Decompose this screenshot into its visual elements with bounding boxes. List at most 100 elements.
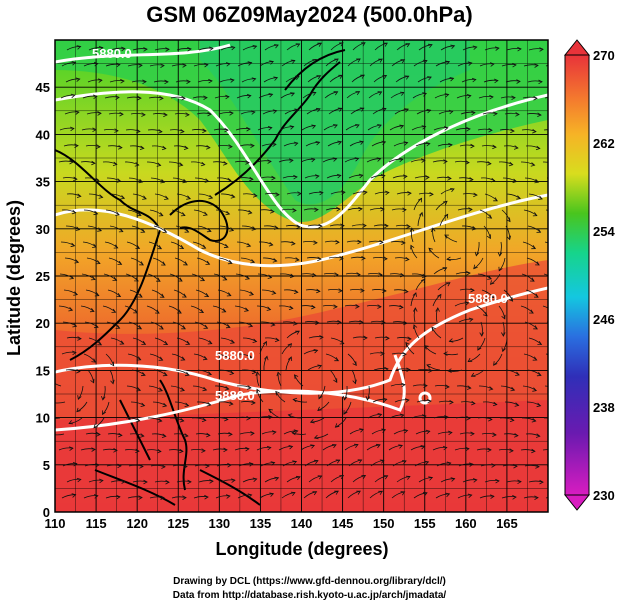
streamline-arrowhead [294, 257, 300, 262]
streamline-arrowhead [204, 178, 210, 183]
streamline-arrowhead [142, 195, 147, 200]
streamline-arrowhead [555, 326, 559, 329]
streamline-arrowhead [450, 44, 456, 49]
streamline-arrowhead [187, 479, 192, 485]
streamline-arrowhead [96, 432, 101, 437]
streamline-arrowhead [559, 341, 563, 344]
streamline-arrowhead [556, 294, 560, 298]
streamline-arrowhead [272, 109, 278, 114]
streamline [542, 161, 548, 163]
streamline-arrowhead [93, 323, 99, 329]
streamline-arrowhead [487, 214, 493, 219]
x-tick-label: 115 [86, 516, 107, 531]
streamline-arrowhead [469, 462, 474, 467]
streamline [545, 353, 548, 355]
streamline-arrowhead [357, 239, 362, 245]
streamline-arrowhead [139, 261, 144, 266]
streamline-arrowhead [410, 244, 415, 250]
streamline-arrowhead [272, 258, 278, 263]
streamline-arrowhead [466, 94, 472, 99]
x-tick-label: 140 [291, 516, 313, 531]
streamline-arrowhead [417, 197, 423, 203]
streamline-arrowhead [292, 321, 298, 326]
streamline [549, 113, 563, 115]
streamline-arrowhead [402, 207, 407, 213]
streamline-arrowhead [135, 417, 141, 423]
streamline-arrowhead [143, 47, 148, 52]
streamline-arrowhead [249, 176, 254, 182]
streamline-arrowhead [208, 194, 214, 200]
streamline-arrowhead [466, 127, 471, 132]
streamline-arrowhead [137, 325, 143, 330]
streamline-arrowhead [203, 95, 208, 100]
streamline-arrowhead [158, 387, 163, 392]
streamline-arrowhead [158, 212, 164, 217]
x-tick-label: 160 [455, 516, 477, 531]
streamline-arrowhead [470, 431, 475, 437]
streamline-arrowhead [316, 288, 321, 294]
streamline-arrowhead [444, 415, 449, 420]
streamline-arrowhead [102, 410, 107, 416]
streamline-arrowhead [494, 46, 500, 51]
streamline-arrowhead [230, 45, 236, 51]
streamline-arrowhead [337, 320, 342, 325]
streamline-arrowhead [442, 445, 448, 451]
streamline-arrowhead [249, 291, 254, 296]
streamline-arrowhead [183, 145, 189, 150]
streamline-arrowhead [225, 94, 230, 100]
streamline-arrowhead [315, 107, 321, 113]
streamline-arrowhead [359, 319, 364, 325]
streamline-arrowhead [133, 309, 138, 314]
streamline-arrowhead [421, 158, 426, 163]
streamline-arrowhead [135, 244, 141, 249]
streamline-arrowhead [379, 239, 384, 245]
streamline-arrowhead [89, 308, 95, 313]
streamline-arrowhead [207, 111, 212, 117]
streamline-arrowhead [223, 243, 229, 249]
streamline-arrowhead [95, 462, 100, 468]
streamline-arrowhead [313, 434, 319, 440]
streamline-arrowhead [201, 448, 206, 453]
streamline-arrowhead [73, 291, 78, 296]
streamline-arrowhead [489, 62, 495, 67]
streamline-arrowhead [162, 372, 168, 377]
streamline-arrowhead [295, 475, 301, 481]
streamline-arrowhead [165, 47, 170, 52]
streamline-arrowhead [338, 288, 343, 293]
streamline-arrowhead [223, 447, 228, 453]
streamline-arrowhead [429, 191, 434, 197]
streamline-arrowhead [292, 397, 298, 403]
streamline-arrowhead [99, 478, 104, 484]
streamline-arrowhead [250, 431, 255, 436]
streamline-arrowhead [380, 207, 385, 212]
streamline-arrowhead [337, 140, 343, 145]
streamline-arrowhead [479, 332, 484, 337]
colorbar-bottom-arrow [563, 494, 591, 511]
y-tick-label: 5 [43, 458, 50, 473]
streamline-arrowhead [341, 190, 346, 195]
streamline-arrowhead [184, 228, 190, 233]
streamline-arrowhead [467, 61, 473, 66]
streamline-arrowhead [182, 495, 187, 500]
streamline-arrowhead [134, 277, 139, 282]
streamline-arrowhead [268, 241, 274, 247]
streamline-arrowhead [559, 113, 563, 117]
streamline-arrowhead [74, 259, 80, 264]
streamline-arrowhead [510, 386, 516, 392]
streamline-arrowhead [468, 207, 473, 212]
streamline-arrowhead [561, 48, 565, 52]
streamline-arrowhead [251, 369, 257, 375]
streamline-arrowhead [422, 92, 427, 97]
streamline-arrowhead [473, 264, 478, 270]
streamline-arrowhead [267, 274, 273, 279]
streamline [550, 226, 563, 232]
streamline-arrowhead [225, 62, 231, 67]
streamline-arrowhead [556, 496, 560, 500]
streamline-arrowhead [559, 403, 563, 407]
streamline-arrowhead [203, 324, 209, 329]
streamline-arrowhead [404, 398, 410, 403]
streamline-arrowhead [203, 211, 208, 216]
streamline-arrowhead [76, 477, 82, 483]
streamline-arrowhead [274, 44, 279, 49]
streamline-arrowhead [119, 340, 125, 345]
